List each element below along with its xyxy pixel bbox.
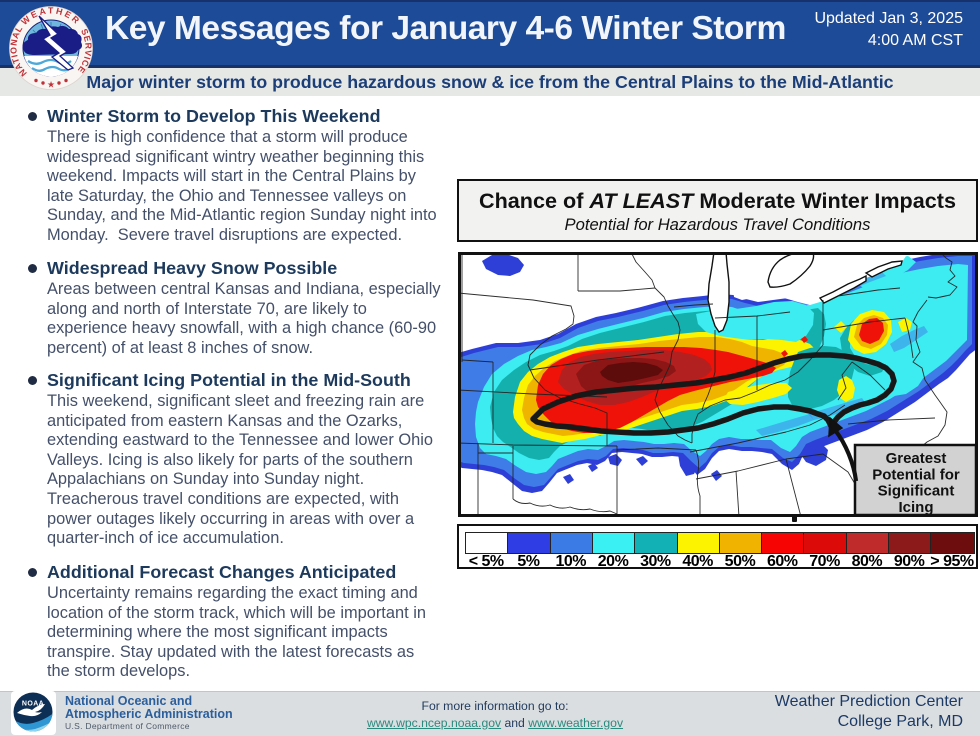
svg-text:NOAA: NOAA [22,701,44,708]
svg-text:Significant: Significant [878,483,955,500]
svg-text:★: ★ [47,80,55,90]
svg-text:Potential for: Potential for [872,466,960,483]
svg-text:Icing: Icing [898,499,933,516]
svg-text:Greatest: Greatest [886,450,947,467]
